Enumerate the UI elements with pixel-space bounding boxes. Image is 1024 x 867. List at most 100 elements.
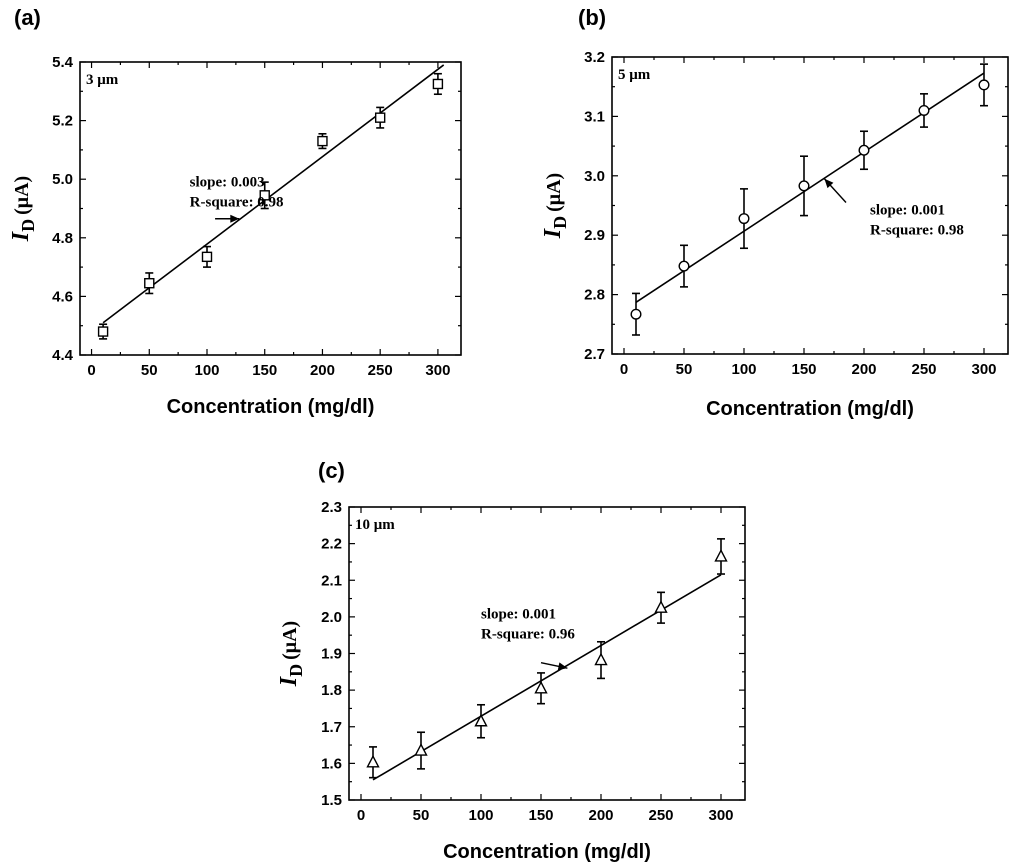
chart-b-panel-label: (b) (578, 5, 606, 30)
chart-c-data-point (366, 754, 380, 768)
chart-c-plot-frame (348, 506, 746, 801)
chart-c-x-tick-label: 250 (648, 807, 673, 824)
chart-c-rsquare-annotation: R-square: 0.96 (481, 627, 575, 643)
chart-c-y-tick-label: 1.6 (321, 755, 342, 772)
chart-a-y-axis-label-main: I (8, 230, 34, 242)
chart-c-y-tick-label: 1.8 (321, 682, 342, 699)
chart-c-data-point (474, 713, 488, 727)
chart-a-y-tick-label: 5.4 (52, 54, 74, 71)
chart-a-y-axis-label-unit: (μA) (11, 176, 33, 215)
chart-c-x-tick-label: 150 (528, 807, 553, 824)
chart-a-panel-label: (a) (14, 5, 41, 30)
chart-a-data-point (374, 112, 386, 123)
chart-c-y-tick-label: 2.0 (321, 609, 342, 626)
chart-c-y-tick-label: 2.3 (321, 499, 342, 516)
chart-b-slope-annotation: slope: 0.001 (870, 202, 945, 218)
chart-c-thickness-label: 10 μm (355, 517, 395, 533)
chart-c-fit-line (372, 574, 722, 781)
chart-panel-c: (c) 0 50 100 150 200 250 300 1.5 1.6 1.7 1.8 1.9 2.0 2… (276, 458, 746, 863)
chart-a-x-axis-label: Concentration (mg/dl) (167, 396, 375, 418)
chart-b-data-point (978, 79, 990, 91)
chart-b-annotation-arrowhead (824, 178, 834, 189)
chart-b-y-axis-label: ID (μA) (540, 173, 570, 239)
chart-a-y-axis-label-sub: D (18, 219, 38, 232)
chart-c-data-point (654, 600, 668, 613)
chart-b-plot-frame (611, 56, 1009, 355)
chart-b-x-tick-label: 200 (851, 361, 876, 378)
chart-b-x-tick-label: 250 (911, 361, 936, 378)
chart-b-data-point (678, 260, 690, 272)
chart-b-y-tick-label: 2.9 (584, 227, 605, 244)
chart-c-x-tick-label: 0 (357, 807, 365, 824)
chart-a-x-tick-label: 200 (310, 362, 335, 379)
chart-b-data-point (630, 308, 642, 320)
chart-b-x-tick-label: 0 (620, 361, 628, 378)
chart-a-y-tick-label: 5.2 (52, 113, 73, 130)
chart-c-y-axis-label-unit: (μA) (279, 621, 301, 660)
chart-c-data-point (414, 743, 428, 756)
chart-b-data-point (918, 104, 930, 116)
chart-c-x-axis-label: Concentration (mg/dl) (443, 841, 651, 863)
chart-c-data-point (534, 680, 548, 694)
chart-a-data-point (432, 78, 444, 90)
chart-c-annotation-arrowhead (557, 662, 568, 671)
chart-b-x-tick-label: 50 (676, 361, 693, 378)
chart-a-x-tick-label: 150 (252, 362, 277, 379)
chart-b-x-axis-label: Concentration (mg/dl) (706, 398, 914, 420)
chart-b-x-tick-label: 300 (971, 361, 996, 378)
chart-c-slope-annotation: slope: 0.001 (481, 607, 556, 623)
chart-a-rsquare-annotation: R-square: 0.98 (190, 195, 284, 211)
chart-b-rsquare-annotation: R-square: 0.98 (870, 222, 964, 238)
chart-a-x-tick-label: 100 (194, 362, 219, 379)
chart-a-y-axis-label: ID (μA) (8, 176, 38, 242)
chart-b-y-tick-label: 3.2 (584, 49, 605, 66)
chart-panel-a: (a) 0 50 100 150 200 250 300 4.4 4.6 4.8 5.0 5.2 5.4 C… (8, 5, 462, 418)
chart-c-y-tick-label: 2.2 (321, 536, 342, 553)
chart-b-data-point (738, 213, 750, 225)
chart-c-data-point (714, 548, 728, 562)
chart-a-data-point (97, 326, 109, 337)
chart-a-data-point (317, 135, 328, 147)
chart-c-y-axis-label-main: I (276, 675, 302, 687)
chart-b-y-axis-label-sub: D (550, 216, 570, 229)
chart-a-fit-line (102, 64, 445, 324)
chart-a-data-point (259, 190, 270, 201)
chart-c-panel-label: (c) (318, 458, 345, 483)
chart-b-y-tick-label: 3.1 (584, 108, 605, 125)
chart-a-y-tick-label: 4.8 (52, 230, 73, 247)
chart-c-y-tick-label: 1.7 (321, 719, 342, 736)
chart-b-x-tick-label: 100 (731, 361, 756, 378)
chart-c-y-tick-label: 1.5 (321, 792, 342, 809)
chart-b-x-tick-label: 150 (791, 361, 816, 378)
chart-c-y-tick-label: 1.9 (321, 646, 342, 663)
chart-b-y-tick-label: 2.7 (584, 346, 605, 363)
chart-a-annotation-arrowhead (230, 214, 240, 223)
chart-b-y-tick-label: 2.8 (584, 287, 605, 304)
chart-c-data-point (594, 652, 608, 666)
chart-b-y-axis-label-unit: (μA) (543, 173, 565, 212)
chart-a-data-point (144, 278, 155, 289)
chart-a-slope-annotation: slope: 0.003 (190, 175, 265, 191)
chart-panel-b: (b) 0 50 100 150 200 250 300 2.7 2.8 2.9 3.0 3.1 3.2 C… (540, 5, 1009, 420)
chart-a-x-tick-label: 300 (425, 362, 450, 379)
chart-a-y-tick-label: 4.4 (52, 347, 74, 364)
chart-a-x-tick-label: 50 (141, 362, 158, 379)
chart-a-x-tick-label: 250 (368, 362, 393, 379)
chart-b-y-tick-label: 3.0 (584, 168, 605, 185)
chart-b-data-point (858, 144, 870, 156)
chart-c-x-tick-label: 300 (708, 807, 733, 824)
chart-a-thickness-label: 3 μm (86, 72, 119, 88)
chart-c-x-tick-label: 200 (588, 807, 613, 824)
chart-b-thickness-label: 5 μm (618, 67, 651, 83)
chart-c-x-tick-label: 50 (413, 807, 430, 824)
chart-a-x-tick-label: 0 (87, 362, 95, 379)
chart-a-data-point (201, 251, 213, 263)
chart-c-y-axis-label: ID (μA) (276, 621, 306, 687)
chart-a-y-tick-label: 4.6 (52, 288, 73, 305)
chart-c-y-tick-label: 2.1 (321, 572, 342, 589)
chart-b-data-point (798, 180, 810, 192)
chart-a-y-tick-label: 5.0 (52, 171, 73, 188)
chart-b-y-axis-label-main: I (540, 227, 566, 239)
chart-c-y-axis-label-sub: D (286, 664, 306, 677)
